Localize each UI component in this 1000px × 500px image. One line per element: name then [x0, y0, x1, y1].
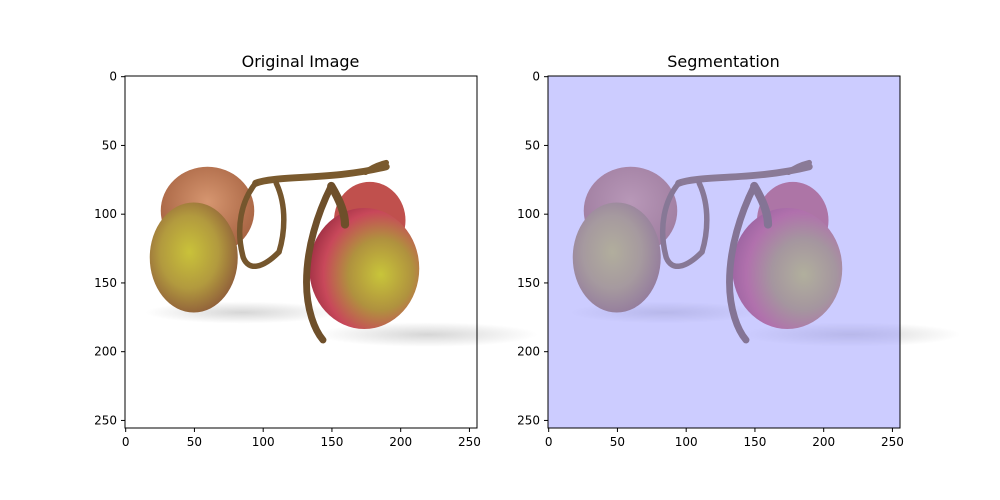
y-tick-label: 200 [94, 345, 117, 359]
x-tick-label: 250 [458, 435, 481, 449]
y-tick-label: 150 [517, 276, 540, 290]
y-tick-label: 250 [94, 413, 117, 427]
panel-original: Original Image 0 50 100 150 200 250 0 50 100 150 2… [94, 52, 537, 449]
y-tick-label: 100 [94, 207, 117, 221]
x-tick-label: 200 [812, 435, 835, 449]
x-tick-label: 200 [389, 435, 412, 449]
axes-frame [124, 75, 478, 429]
y-tick-label: 0 [532, 70, 540, 84]
x-tick-label: 0 [545, 435, 553, 449]
panel-title: Original Image [242, 52, 360, 71]
y-tick-label: 50 [102, 138, 117, 152]
x-tick-label: 100 [252, 435, 275, 449]
x-tick-label: 150 [320, 435, 343, 449]
y-tick-label: 0 [109, 70, 117, 84]
axis-ticks: 0 50 100 150 200 250 0 50 100 150 200 250 [517, 70, 904, 449]
x-tick-label: 50 [610, 435, 625, 449]
y-tick-label: 200 [517, 345, 540, 359]
y-tick-label: 100 [517, 207, 540, 221]
panel-title: Segmentation [667, 52, 779, 71]
x-tick-label: 50 [187, 435, 202, 449]
x-tick-label: 0 [122, 435, 130, 449]
y-tick-label: 150 [94, 276, 117, 290]
axes-frame [547, 75, 901, 429]
axis-ticks: 0 50 100 150 200 250 0 50 100 150 200 250 [94, 70, 481, 449]
x-tick-label: 150 [743, 435, 766, 449]
y-tick-label: 250 [517, 413, 540, 427]
panel-segmentation: Segmentation 0 50 100 150 200 250 0 50 100 150 200… [517, 52, 960, 449]
image-area [125, 76, 538, 428]
x-tick-label: 100 [675, 435, 698, 449]
image-area [548, 76, 961, 428]
x-tick-label: 250 [881, 435, 904, 449]
y-tick-label: 50 [525, 138, 540, 152]
